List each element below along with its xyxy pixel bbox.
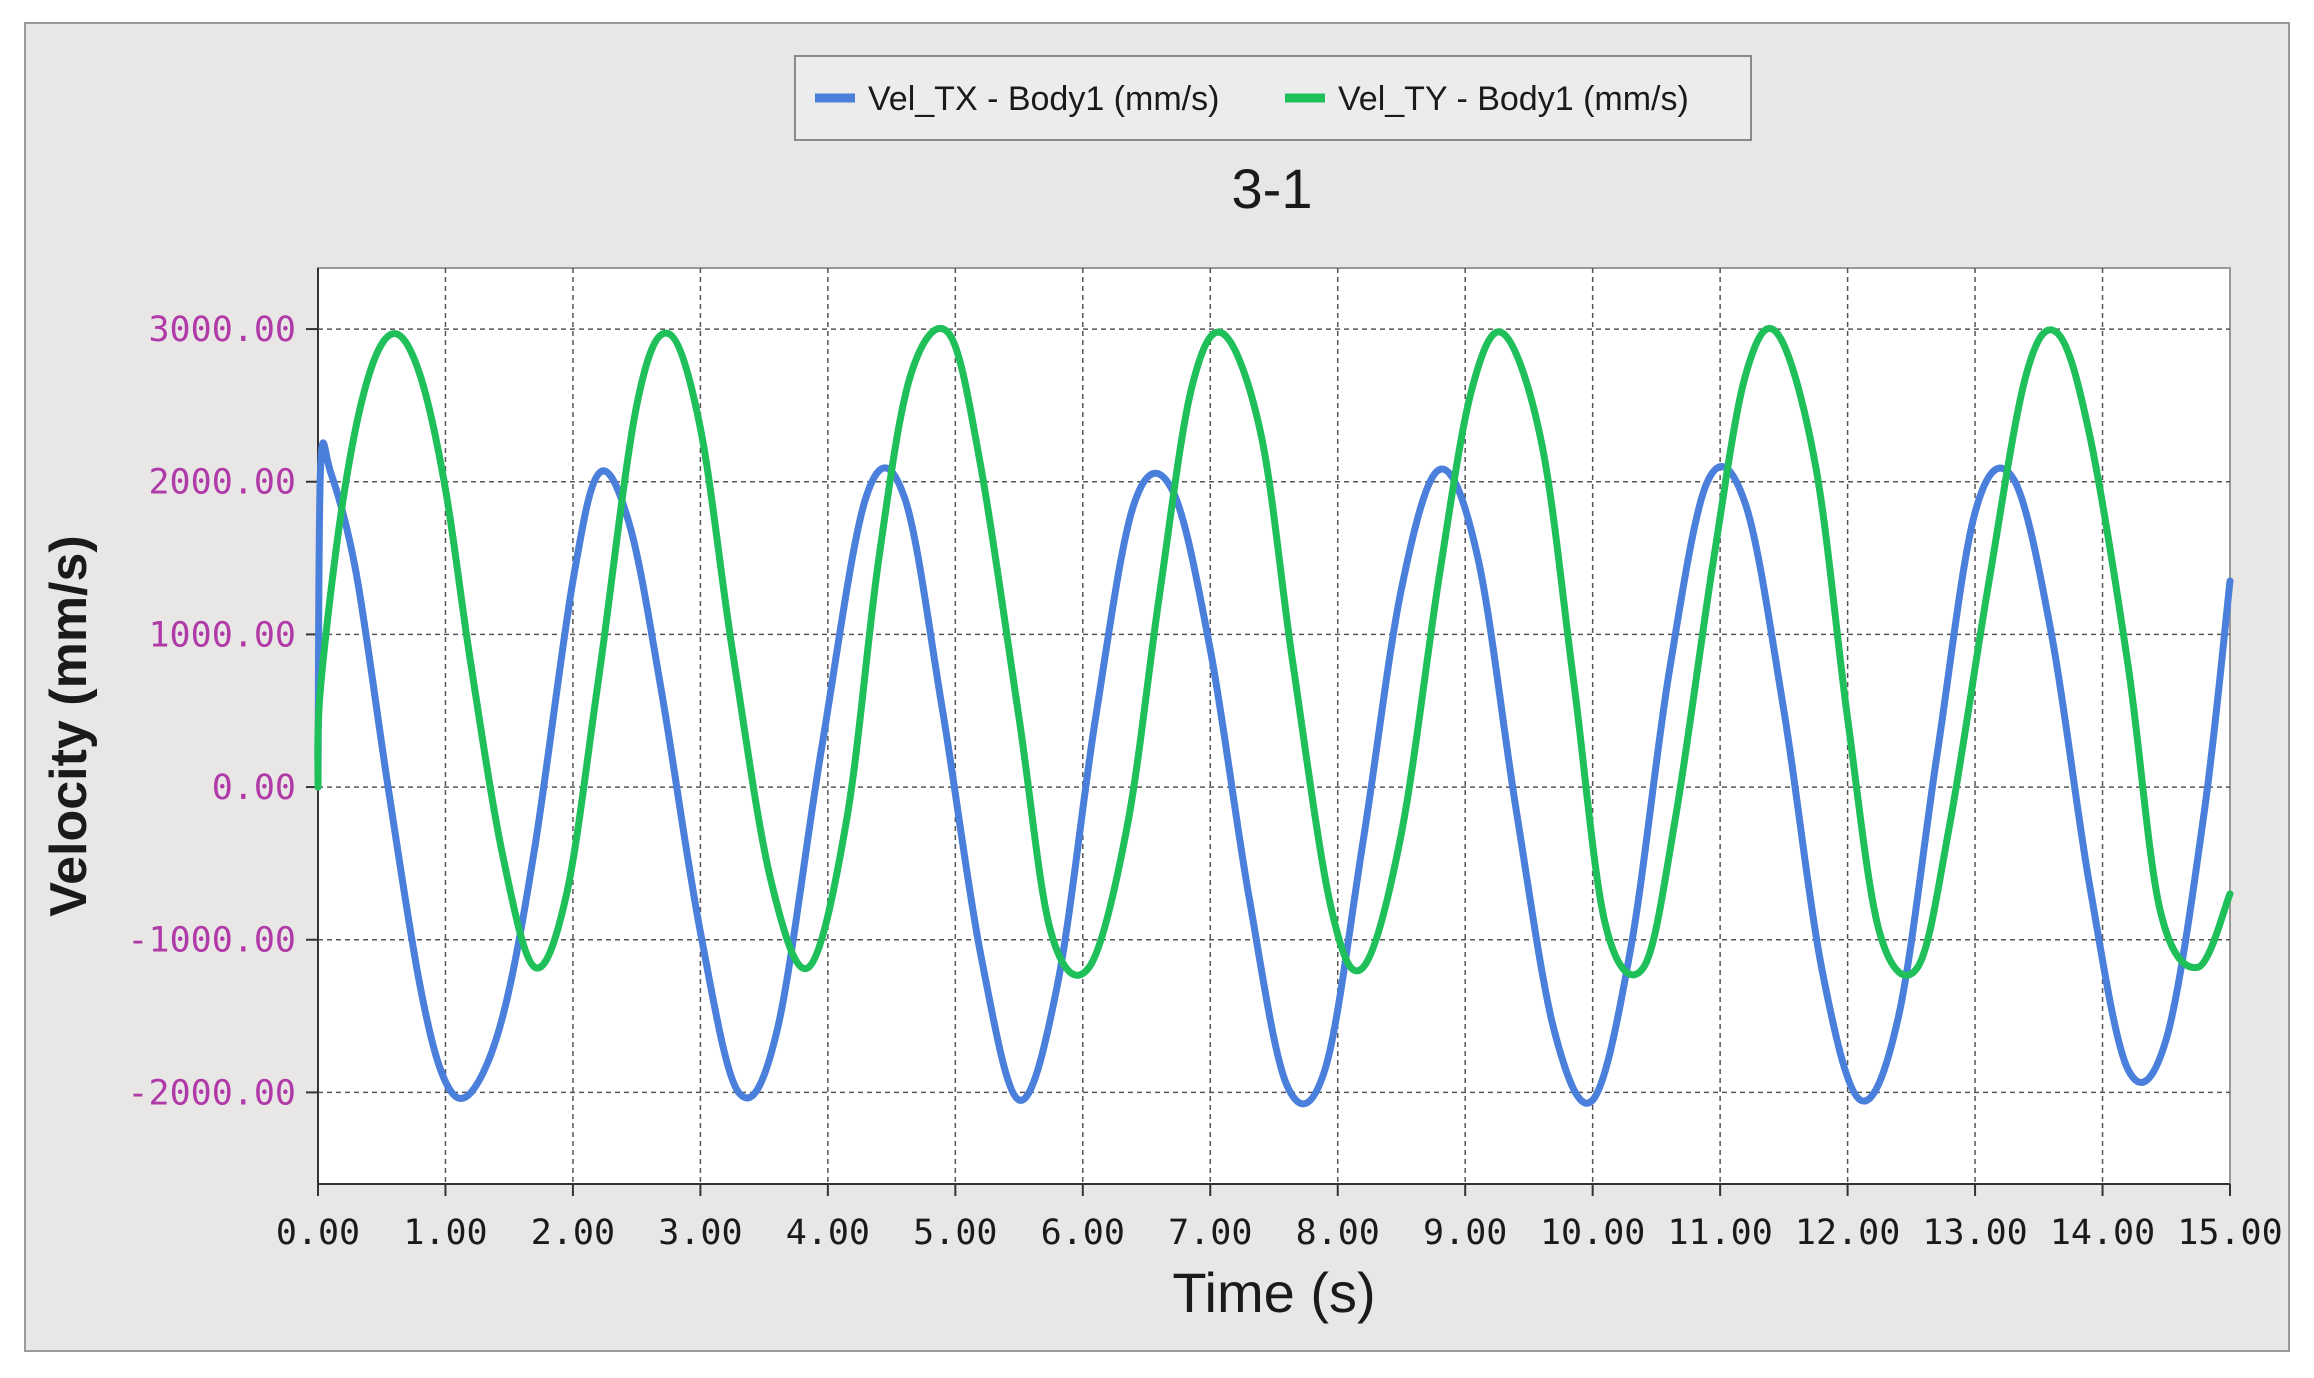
x-tick-label: 9.00 — [1423, 1213, 1507, 1253]
x-tick-label: 10.00 — [1540, 1213, 1645, 1253]
y-tick-label: -1000.00 — [127, 921, 296, 961]
chart-title: 3-1 — [1232, 157, 1313, 220]
series-line-vel-ty — [314, 324, 2234, 979]
legend-label-vel-ty: Vel_TY - Body1 (mm/s) — [1338, 80, 1689, 118]
y-tick-labels: 3000.00 2000.00 1000.00 0.00 -1000.00 -2000.0… — [127, 310, 296, 1113]
legend-box — [794, 55, 1752, 141]
x-tick-label: 5.00 — [913, 1213, 997, 1253]
y-tick-label: 2000.00 — [148, 463, 296, 503]
y-tick-label: -2000.00 — [127, 1073, 296, 1113]
x-tick-label: 14.00 — [2050, 1213, 2155, 1253]
legend-label-vel-tx: Vel_TX - Body1 (mm/s) — [868, 80, 1219, 118]
y-tick-label: 0.00 — [212, 768, 296, 808]
x-axis-label: Time (s) — [1172, 1261, 1375, 1324]
y-axis-label: Velocity (mm/s) — [40, 535, 98, 916]
x-tick-labels: 0.00 1.00 2.00 3.00 4.00 5.00 6.00 7.00 8.00 9.00… — [276, 1213, 2283, 1253]
x-tick-label: 12.00 — [1795, 1213, 1900, 1253]
legend: Vel_TX - Body1 (mm/s) Vel_TY - Body1 (mm… — [794, 55, 1752, 141]
x-tick-label: 0.00 — [276, 1213, 360, 1253]
y-tick-label: 3000.00 — [148, 310, 296, 350]
x-tick-label: 8.00 — [1296, 1213, 1380, 1253]
x-tick-label: 7.00 — [1168, 1213, 1252, 1253]
y-tick-label: 1000.00 — [148, 615, 296, 655]
x-tick-label: 6.00 — [1041, 1213, 1125, 1253]
x-tick-label: 15.00 — [2177, 1213, 2282, 1253]
x-tick-label: 4.00 — [786, 1213, 870, 1253]
x-tick-label: 3.00 — [658, 1213, 742, 1253]
x-tick-label: 1.00 — [403, 1213, 487, 1253]
x-tick-label: 11.00 — [1667, 1213, 1772, 1253]
x-tick-label: 13.00 — [1922, 1213, 2027, 1253]
grid — [318, 268, 2230, 1184]
series-line-vel-tx — [314, 439, 2234, 1108]
series-layer — [314, 324, 2234, 1108]
x-tick-label: 2.00 — [531, 1213, 615, 1253]
